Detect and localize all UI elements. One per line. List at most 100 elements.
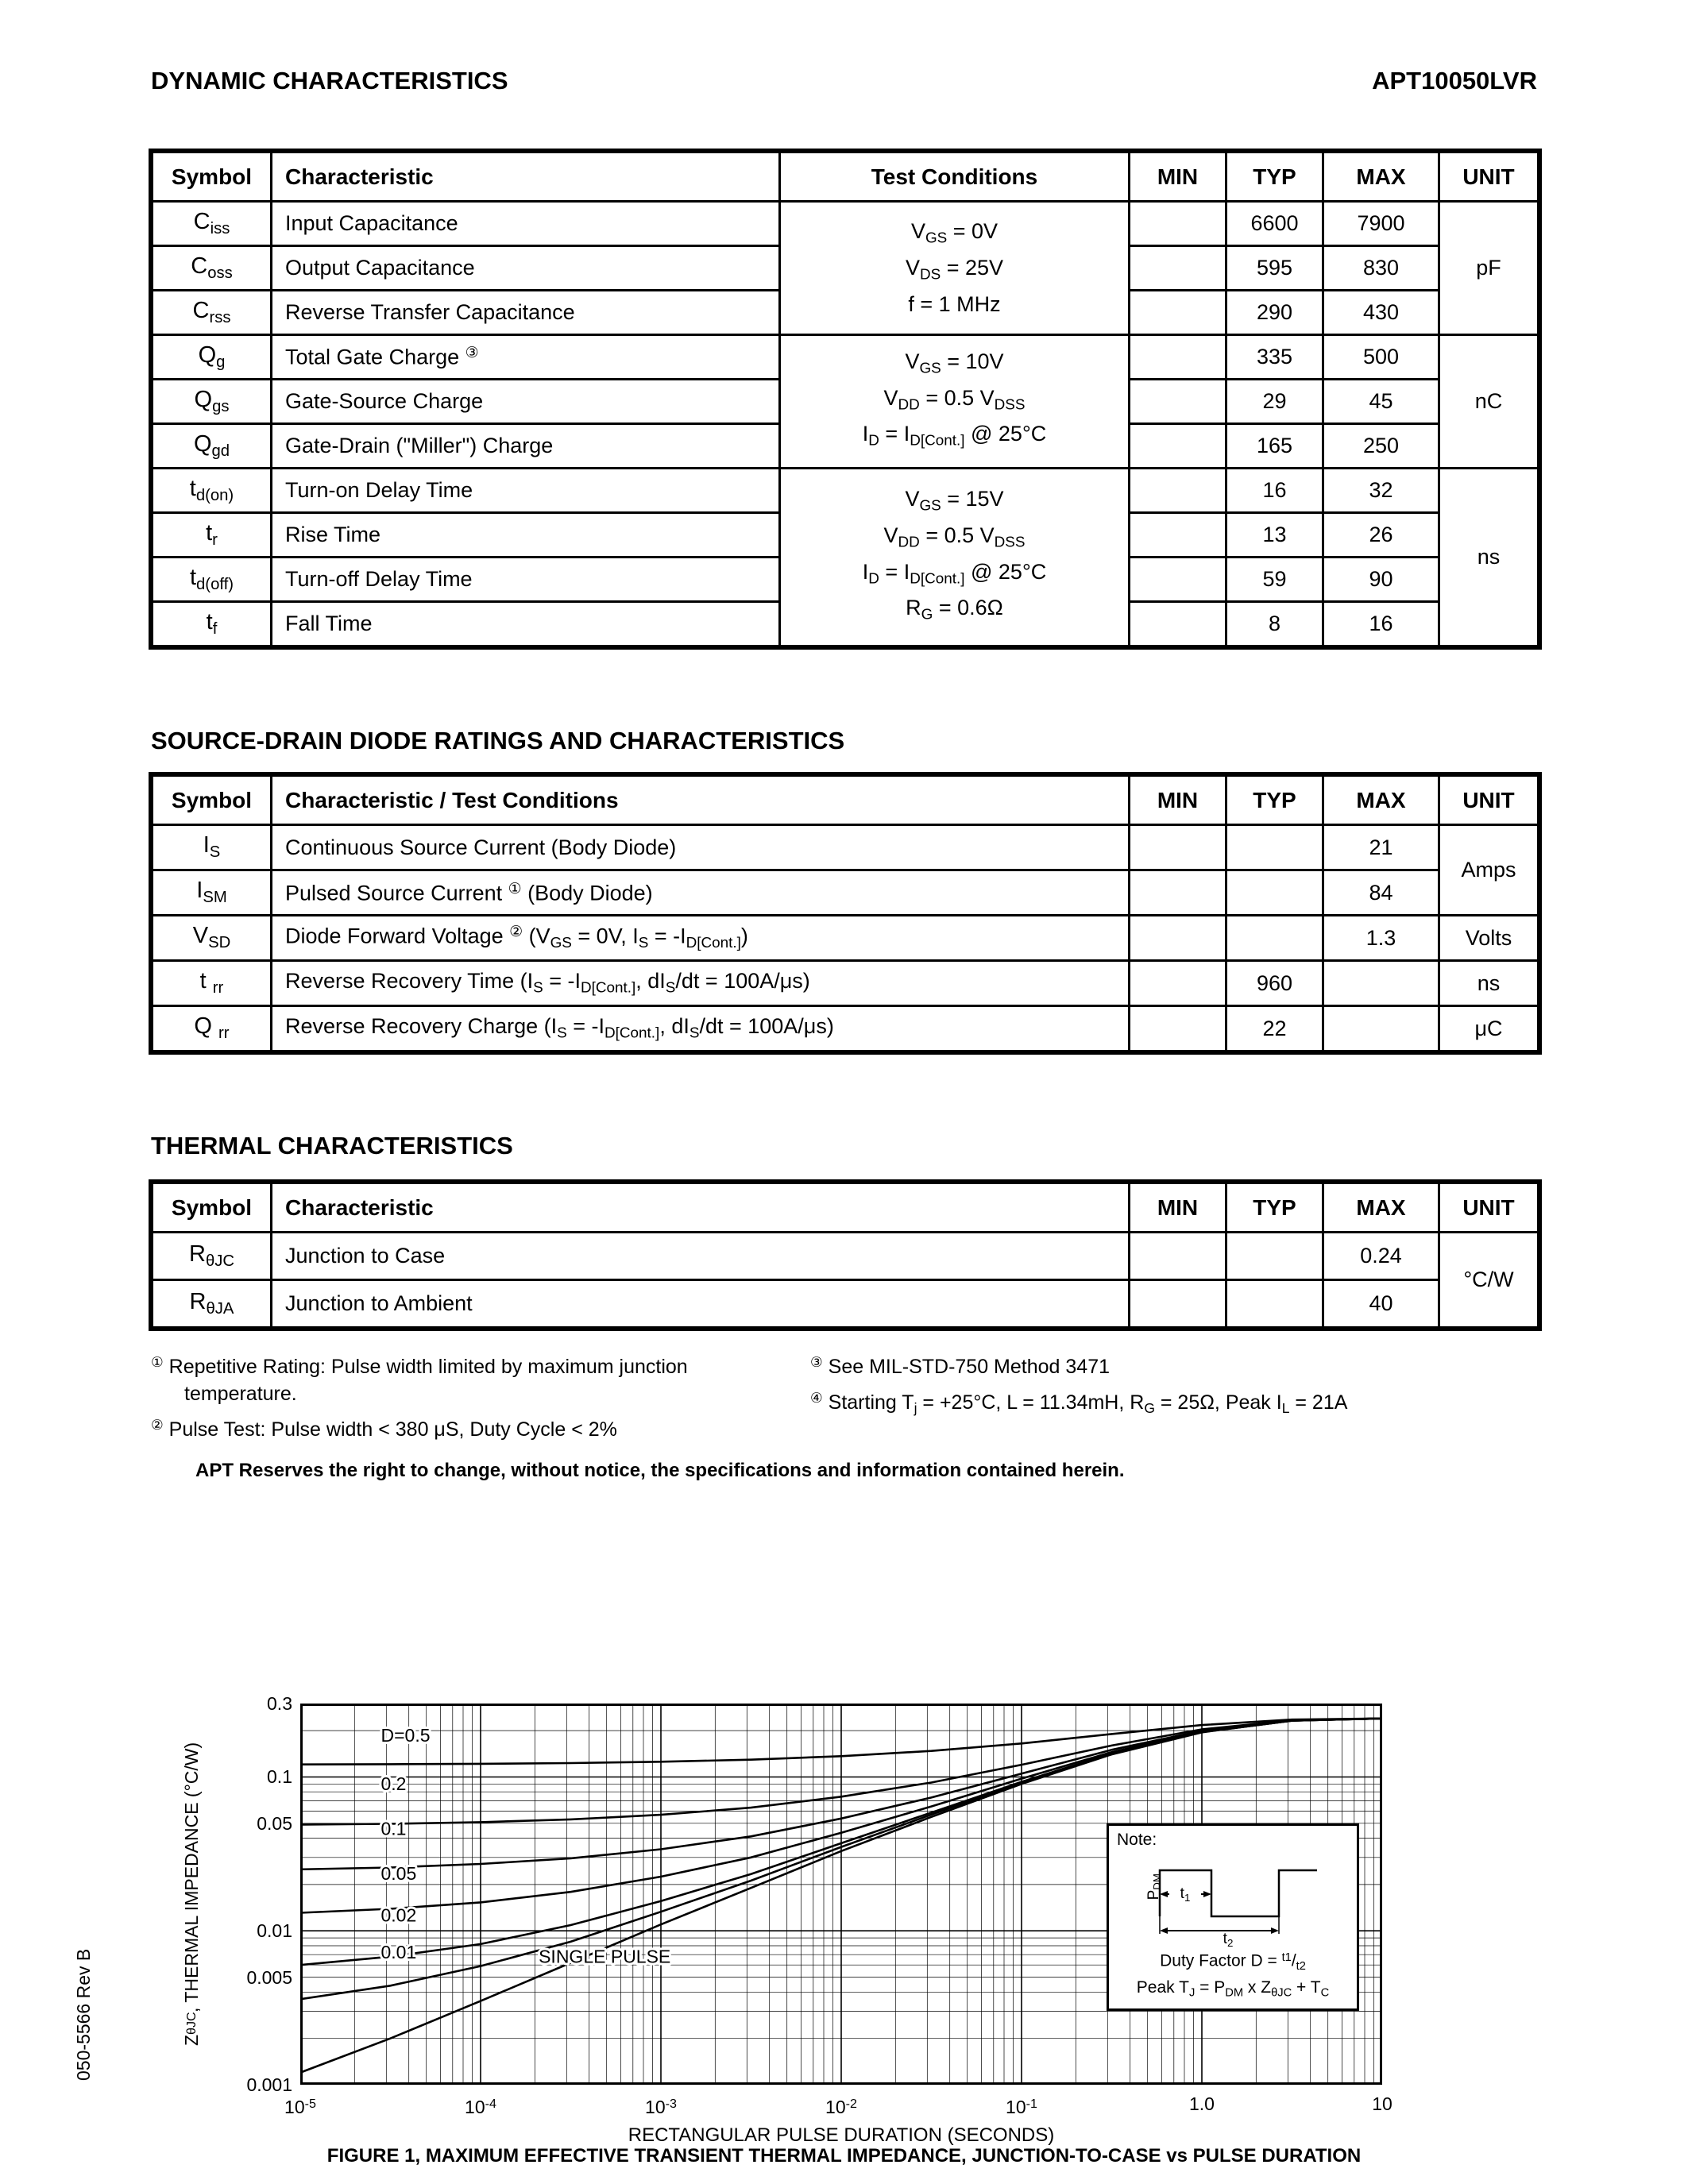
- unit-cell: nC: [1438, 334, 1539, 469]
- arrowhead: [1203, 1891, 1211, 1897]
- table-cell: [1225, 1279, 1324, 1329]
- y-tick-label: 0.3: [267, 1693, 292, 1714]
- table-cell: 500: [1322, 334, 1440, 380]
- pulse-waveform: [1158, 1869, 1317, 1918]
- section-title-thermal: THERMAL CHARACTERISTICS: [151, 1132, 513, 1160]
- table-cell: 16: [1322, 600, 1440, 647]
- table-cell: 960: [1225, 959, 1324, 1007]
- note-box: Note: PDM t1 t2 Duty Factor D = t1/t2 Pe…: [1107, 1823, 1359, 2011]
- test-conditions-cell: VGS = 15V VDD = 0.5 VDSS ID = ID[Cont.] @ …: [778, 467, 1130, 647]
- arrowhead: [1160, 1927, 1168, 1934]
- column-header: UNIT: [1438, 1182, 1539, 1233]
- part-number: APT10050LVR: [1372, 67, 1537, 95]
- arrowhead: [1271, 1927, 1279, 1934]
- column-header: UNIT: [1438, 774, 1539, 826]
- footnote-1: ① Repetitive Rating: Pulse width limited…: [151, 1354, 688, 1405]
- table-cell: Output Capacitance: [270, 245, 781, 291]
- curve-single-pulse: [300, 1717, 1382, 2074]
- column-header: MIN: [1128, 774, 1227, 826]
- unit-cell: pF: [1438, 200, 1539, 336]
- curve-label: 0.2: [381, 1773, 407, 1794]
- table-cell: [1128, 1231, 1227, 1281]
- column-header: Characteristic / Test Conditions: [270, 774, 1130, 826]
- table-row: Ciss Input Capacitance VGS = 0V VDS = 25V f …: [151, 200, 1539, 336]
- footnote-4: ④ Starting Tj = +25°C, L = 11.34mH, RG =…: [810, 1389, 1348, 1416]
- column-header: Symbol: [151, 774, 272, 826]
- table-cell: [1225, 914, 1324, 962]
- table-row: Qg Total Gate Charge ③ VGS = 10V VDD = 0.5 …: [151, 334, 1539, 469]
- table-cell: ISM: [151, 869, 272, 916]
- table-cell: Qg: [151, 334, 272, 380]
- table-row: Coss Output Capacitance 595 830: [151, 245, 1539, 291]
- curve-0.2: [300, 1717, 1382, 1826]
- table-cell: [1128, 334, 1227, 380]
- unit-cell: Volts: [1438, 914, 1539, 962]
- table-cell: Input Capacitance: [270, 200, 781, 247]
- table-cell: [1128, 600, 1227, 647]
- table-row: t rr Reverse Recovery Time (IS = -ID[Cont…: [151, 959, 1539, 1007]
- table-cell: [1225, 869, 1324, 916]
- dynamic-characteristics-table: Symbol Characteristic Test Conditions MIN TY…: [151, 151, 1539, 647]
- table-cell: 22: [1225, 1005, 1324, 1052]
- table-cell: 45: [1322, 378, 1440, 425]
- curve-label: 0.1: [381, 1819, 407, 1839]
- table-row: Qgd Gate-Drain ("Miller") Charge 165 250: [151, 423, 1539, 469]
- y-tick-label: 0.05: [257, 1813, 292, 1834]
- table-cell: Total Gate Charge ③: [270, 334, 781, 380]
- table-cell: 59: [1225, 556, 1324, 603]
- thermal-impedance-chart: D=0.5 0.2 0.1 0.05 0.02 0.01 SINGLE PULSE: [300, 1704, 1382, 2085]
- thermal-characteristics-table: Symbol Characteristic MIN TYP MAX UNIT RθJC Jun…: [151, 1182, 1539, 1329]
- y-tick-label: 0.01: [257, 1920, 292, 1941]
- table-cell: 40: [1322, 1279, 1440, 1329]
- x-axis-title: RECTANGULAR PULSE DURATION (SECONDS): [628, 2124, 1055, 2146]
- column-header: Symbol: [151, 1182, 272, 1233]
- figure-caption: FIGURE 1, MAXIMUM EFFECTIVE TRANSIENT TH…: [326, 2145, 1362, 2167]
- table-cell: 13: [1225, 511, 1324, 558]
- y-tick-label: 0.005: [246, 1967, 292, 1988]
- column-header: MAX: [1322, 774, 1440, 826]
- table-cell: Diode Forward Voltage ② (VGS = 0V, IS = …: [270, 914, 1130, 962]
- section-title-diode: SOURCE-DRAIN DIODE RATINGS AND CHARACTER…: [151, 727, 845, 754]
- header-row: Symbol Characteristic MIN TYP MAX UNIT: [151, 1182, 1539, 1233]
- table-cell: 830: [1322, 245, 1440, 291]
- table-cell: Q rr: [151, 1005, 272, 1052]
- table-cell: Pulsed Source Current ① (Body Diode): [270, 869, 1130, 916]
- table-cell: Qgd: [151, 423, 272, 469]
- table-cell: 21: [1322, 824, 1440, 871]
- x-tick-label: 10-4: [465, 2097, 496, 2118]
- x-tick-label: 10-2: [825, 2097, 857, 2118]
- footnotes-right: ③ See MIL-STD-750 Method 3471 ④ Starting…: [810, 1349, 1557, 1426]
- table-cell: [1128, 511, 1227, 558]
- table-cell: [1128, 200, 1227, 247]
- table-cell: Ciss: [151, 200, 272, 247]
- table-cell: [1128, 869, 1227, 916]
- table-cell: 6600: [1225, 200, 1324, 247]
- column-header: MIN: [1128, 1182, 1227, 1233]
- table-row: tr Rise Time 13 26: [151, 511, 1539, 558]
- peak-tj-formula: Peak TJ = PDM x ZθJC + TC: [1136, 1978, 1330, 2000]
- curve-label: 0.01: [381, 1942, 417, 1962]
- x-tick-label: 10-5: [284, 2097, 316, 2118]
- table-cell: [1128, 245, 1227, 291]
- column-header: MIN: [1128, 151, 1227, 203]
- table-row: td(off) Turn-off Delay Time 59 90: [151, 556, 1539, 603]
- column-header: TYP: [1225, 151, 1324, 203]
- table-cell: Reverse Recovery Time (IS = -ID[Cont.], …: [270, 959, 1130, 1007]
- table-cell: Reverse Transfer Capacitance: [270, 289, 781, 336]
- table-row: Q rr Reverse Recovery Charge (IS = -ID[Co…: [151, 1005, 1539, 1052]
- document-number: 050-5566 Rev B: [73, 1948, 94, 2081]
- x-tick-label: 10: [1372, 2093, 1393, 2114]
- table-cell: [1128, 959, 1227, 1007]
- table-row: Crss Reverse Transfer Capacitance 290 430: [151, 289, 1539, 336]
- table-cell: [1322, 1005, 1440, 1052]
- table-cell: IS: [151, 824, 272, 871]
- y-tick-label: 0.001: [246, 2074, 292, 2095]
- table-cell: Turn-off Delay Time: [270, 556, 781, 603]
- table-cell: [1128, 824, 1227, 871]
- column-header: UNIT: [1438, 151, 1539, 203]
- table-cell: RθJA: [151, 1279, 272, 1329]
- table-cell: 250: [1322, 423, 1440, 469]
- x-tick-label: 10-1: [1006, 2097, 1037, 2118]
- table-row: IS Continuous Source Current (Body Diode)…: [151, 824, 1539, 916]
